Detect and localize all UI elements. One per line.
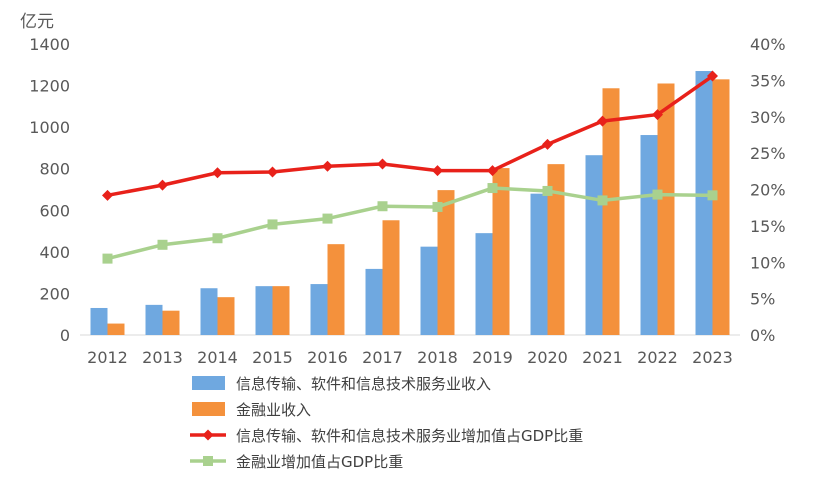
point-info-tech-share xyxy=(212,167,223,179)
legend-marker-info-tech-share xyxy=(202,429,214,441)
bar-finance xyxy=(657,83,675,335)
x-tick-label: 2019 xyxy=(472,348,513,367)
legend-label-info-tech-revenue: 信息传输、软件和信息技术服务业收入 xyxy=(236,375,491,393)
right-tick-label: 30% xyxy=(750,108,786,127)
bar-info-tech xyxy=(530,193,548,335)
right-tick-label: 5% xyxy=(750,290,775,309)
bar-finance xyxy=(162,310,180,335)
bar-finance xyxy=(602,88,620,335)
bar-info-tech xyxy=(420,246,438,335)
right-tick-label: 10% xyxy=(750,253,786,272)
left-tick-label: 400 xyxy=(39,243,70,262)
point-finance-share xyxy=(267,219,278,230)
point-info-tech-share xyxy=(597,115,608,127)
point-info-tech-share xyxy=(322,160,333,172)
point-finance-share xyxy=(542,185,553,196)
bar-finance xyxy=(107,323,125,335)
point-info-tech-share xyxy=(432,165,443,177)
right-axis: 0% 5% 10% 15% 20% 25% 30% 35% 40% xyxy=(750,35,786,345)
legend-swatch-finance-revenue xyxy=(192,402,225,416)
point-finance-share xyxy=(157,239,168,250)
bar-finance xyxy=(712,79,730,335)
point-finance-share xyxy=(377,201,388,212)
x-tick-label: 2023 xyxy=(692,348,733,367)
right-tick-label: 35% xyxy=(750,71,786,90)
bar-info-tech xyxy=(90,307,108,335)
point-info-tech-share xyxy=(267,166,278,178)
x-tick-label: 2022 xyxy=(637,348,678,367)
bar-finance xyxy=(327,244,345,335)
x-tick-label: 2020 xyxy=(527,348,568,367)
bar-info-tech xyxy=(200,288,218,335)
bar-info-tech xyxy=(145,304,163,335)
bar-info-tech xyxy=(365,268,383,335)
bar-finance xyxy=(492,168,510,335)
point-info-tech-share xyxy=(102,189,113,201)
point-info-tech-share xyxy=(652,109,663,121)
point-info-tech-share xyxy=(487,165,498,177)
bar-info-tech xyxy=(695,71,713,336)
point-finance-share xyxy=(597,195,608,206)
x-tick-label: 2015 xyxy=(252,348,293,367)
left-tick-label: 1400 xyxy=(29,35,70,54)
right-tick-label: 25% xyxy=(750,144,786,163)
left-tick-label: 0 xyxy=(60,326,70,345)
x-tick-label: 2016 xyxy=(307,348,348,367)
left-tick-label: 800 xyxy=(39,160,70,179)
bar-info-tech xyxy=(640,135,658,335)
left-tick-label: 200 xyxy=(39,284,70,303)
x-tick-label: 2021 xyxy=(582,348,623,367)
left-tick-label: 600 xyxy=(39,201,70,220)
x-tick-label: 2012 xyxy=(87,348,128,367)
legend-marker-finance-share xyxy=(203,456,213,466)
legend: 信息传输、软件和信息技术服务业收入金融业收入信息传输、软件和信息技术服务业增加值… xyxy=(190,375,583,471)
point-finance-share xyxy=(432,201,443,212)
bar-series xyxy=(90,71,730,336)
right-tick-label: 0% xyxy=(750,326,775,345)
bar-finance xyxy=(437,190,455,335)
left-axis: 0 200 400 600 800 1000 1200 1400 xyxy=(29,35,70,345)
right-tick-label: 20% xyxy=(750,181,786,200)
x-tick-label: 2017 xyxy=(362,348,403,367)
bar-info-tech xyxy=(475,233,493,335)
legend-label-finance-revenue: 金融业收入 xyxy=(236,401,311,419)
x-tick-label: 2013 xyxy=(142,348,183,367)
point-finance-share xyxy=(322,213,333,224)
point-finance-share xyxy=(102,253,113,264)
point-finance-share xyxy=(652,189,663,200)
point-finance-share xyxy=(487,183,498,194)
bar-info-tech xyxy=(310,284,328,335)
right-tick-label: 15% xyxy=(750,217,786,236)
bar-finance xyxy=(272,286,290,335)
legend-label-finance-share: 金融业增加值占GDP比重 xyxy=(236,453,403,471)
point-finance-share xyxy=(212,233,223,244)
point-info-tech-share xyxy=(377,158,388,170)
point-info-tech-share xyxy=(157,179,168,191)
left-tick-label: 1200 xyxy=(29,77,70,96)
line-series xyxy=(102,70,718,264)
bar-info-tech xyxy=(255,286,273,335)
point-info-tech-share xyxy=(707,70,718,82)
bar-finance xyxy=(217,297,235,335)
right-tick-label: 40% xyxy=(750,35,786,54)
bar-info-tech xyxy=(585,155,603,335)
line-info-tech-share xyxy=(107,74,714,198)
line-finance-share xyxy=(107,186,713,261)
x-tick-label: 2018 xyxy=(417,348,458,367)
bar-finance xyxy=(547,164,565,335)
left-tick-label: 1000 xyxy=(29,118,70,137)
left-axis-unit: 亿元 xyxy=(20,12,54,32)
bar-finance xyxy=(382,220,400,335)
legend-swatch-info-tech-revenue xyxy=(192,376,225,390)
x-tick-label: 2014 xyxy=(197,348,238,367)
point-info-tech-share xyxy=(542,138,553,150)
point-finance-share xyxy=(707,190,718,201)
x-axis: 2012 2013 2014 2015 2016 2017 2018 2019 2020 2021… xyxy=(87,348,733,367)
legend-label-info-tech-share: 信息传输、软件和信息技术服务业增加值占GDP比重 xyxy=(236,427,583,445)
